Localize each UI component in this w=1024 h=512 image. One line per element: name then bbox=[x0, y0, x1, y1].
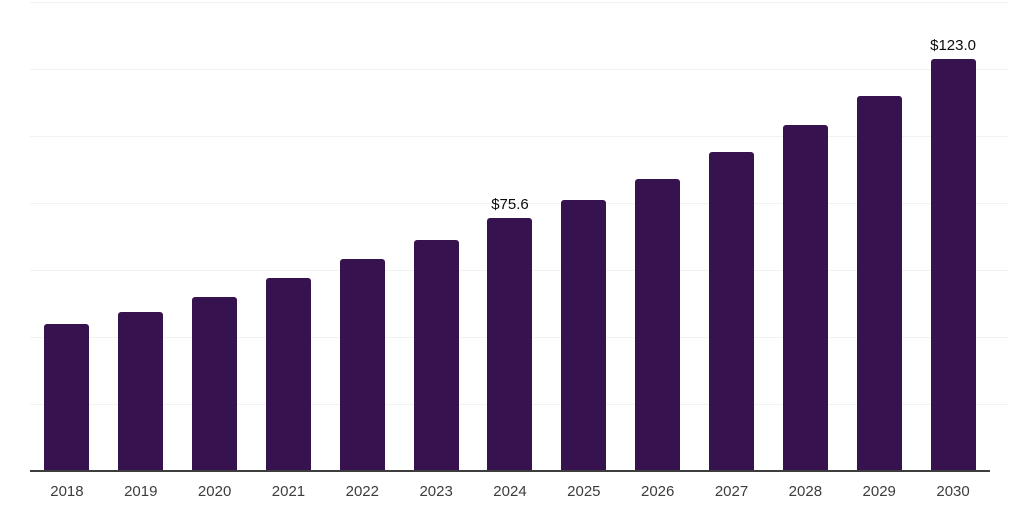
bar-group-2026 bbox=[621, 0, 695, 471]
x-tick-2028: 2028 bbox=[788, 483, 823, 500]
bar-2025 bbox=[561, 200, 607, 471]
bar-2024: $75.6 bbox=[487, 196, 533, 471]
bar-2020 bbox=[192, 297, 238, 471]
bar-group-2028 bbox=[768, 0, 842, 471]
bar-2029 bbox=[856, 95, 902, 471]
x-tick-2020: 2020 bbox=[197, 483, 232, 500]
bar-group-2025 bbox=[547, 0, 621, 471]
bar-2019 bbox=[118, 311, 164, 471]
bar-2030: $123.0 bbox=[930, 37, 976, 471]
x-tick-2026: 2026 bbox=[640, 483, 675, 500]
x-tick-2029: 2029 bbox=[862, 483, 896, 500]
bar-group-2020 bbox=[178, 0, 252, 471]
bar-group-2024: $75.6 bbox=[473, 0, 547, 471]
gridline-140 bbox=[30, 2, 1008, 3]
bar-group-2021 bbox=[252, 0, 326, 471]
x-tick-2019: 2019 bbox=[124, 483, 158, 500]
x-tick-2018: 2018 bbox=[50, 483, 84, 500]
plot-area: $75.6 $123.0 bbox=[30, 0, 990, 471]
bar-group-2023 bbox=[399, 0, 473, 471]
data-label-2024: $75.6 bbox=[491, 195, 529, 213]
data-label-2030: $123.0 bbox=[930, 36, 976, 54]
bar-group-2022 bbox=[325, 0, 399, 471]
bar-2021 bbox=[265, 278, 311, 471]
bar-2028 bbox=[782, 124, 828, 471]
bar-2026 bbox=[635, 179, 681, 471]
bar-2027 bbox=[709, 152, 755, 471]
x-tick-2024: 2024 bbox=[493, 483, 527, 500]
bar-2022 bbox=[339, 259, 385, 471]
x-axis-labels: 2018 2019 2020 2021 2022 2023 2024 2025 2026 2027… bbox=[30, 483, 990, 500]
bar-group-2030: $123.0 bbox=[916, 0, 990, 471]
x-tick-2023: 2023 bbox=[419, 483, 453, 500]
bar-group-2019 bbox=[104, 0, 178, 471]
bar-2023 bbox=[413, 239, 459, 471]
x-axis-line bbox=[30, 470, 990, 472]
bar-2018 bbox=[44, 324, 90, 471]
bar-group-2029 bbox=[842, 0, 916, 471]
bar-group-2018 bbox=[30, 0, 104, 471]
x-tick-2022: 2022 bbox=[345, 483, 379, 500]
bar-group-2027 bbox=[695, 0, 769, 471]
x-tick-2025: 2025 bbox=[567, 483, 601, 500]
gridline-120 bbox=[30, 69, 1008, 70]
x-tick-2030: 2030 bbox=[936, 483, 970, 500]
x-tick-2027: 2027 bbox=[714, 483, 749, 500]
x-tick-2021: 2021 bbox=[271, 483, 306, 500]
gridline-80 bbox=[30, 203, 1008, 204]
gridline-100 bbox=[30, 136, 1008, 137]
